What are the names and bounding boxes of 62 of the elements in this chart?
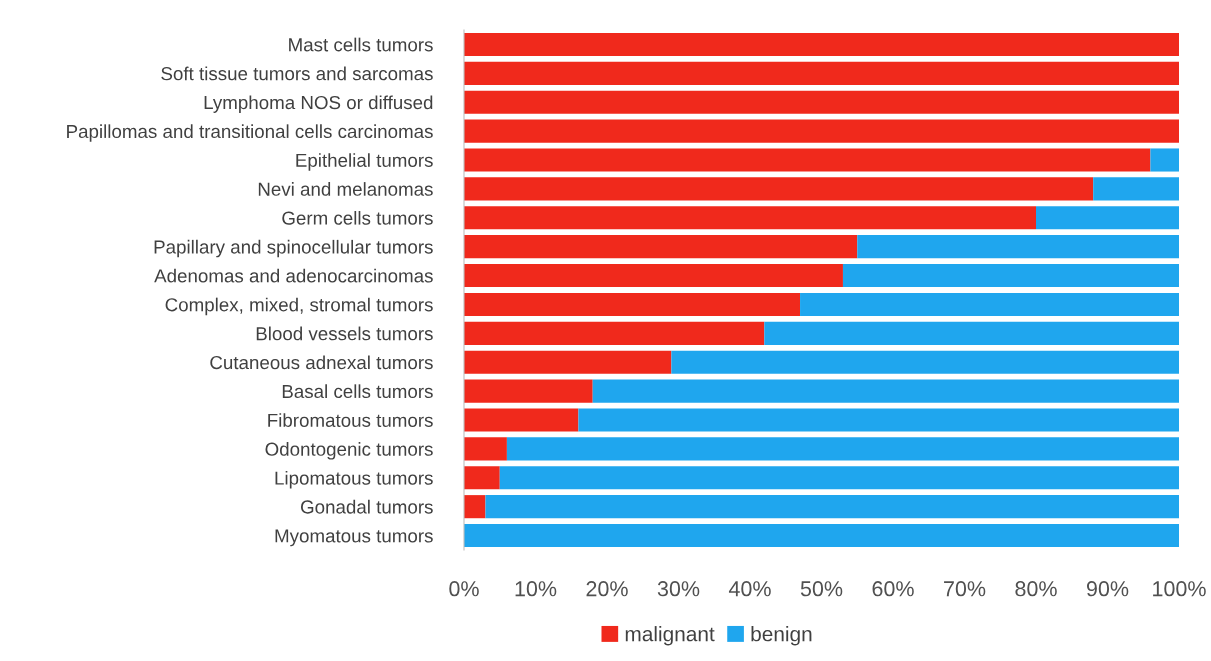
bar: [764, 321, 1179, 345]
x-tick-label: 0%: [449, 581, 479, 597]
bar: [1036, 206, 1179, 230]
bar: [499, 466, 1179, 490]
y-tick-label: Blood vessels tumors: [256, 326, 433, 341]
bar: [506, 437, 1179, 461]
bar: [464, 321, 765, 345]
y-tick-label: Lymphoma NOS or diffused: [204, 95, 433, 113]
bar: [464, 524, 1179, 548]
bar: [464, 495, 486, 519]
y-tick-label: Cutaneous adnexal tumors: [210, 355, 433, 370]
bar: [857, 235, 1179, 259]
x-tick-label: 10%: [515, 581, 557, 597]
bar: [464, 177, 1094, 201]
x-tick-label: 20%: [586, 581, 628, 597]
bar: [464, 264, 843, 288]
bar: [1150, 148, 1179, 172]
bar: [464, 466, 500, 490]
bar: [485, 495, 1179, 519]
x-tick-label: 40%: [728, 581, 771, 597]
bar: [464, 379, 593, 403]
y-tick-label: Papillary and spinocellular tumors: [154, 239, 433, 258]
y-tick-label: Basal cells tumors: [282, 384, 433, 399]
bar: [464, 292, 801, 316]
bar: [464, 61, 1179, 85]
legend-label: malignant: [625, 626, 715, 646]
y-tick-label: Fibromatous tumors: [268, 413, 433, 427]
bar: [671, 350, 1179, 374]
y-tick-label: Nevi and melanomas: [258, 182, 433, 196]
x-tick-label: 80%: [1015, 581, 1057, 597]
bar: [842, 264, 1179, 288]
bar: [578, 408, 1179, 432]
x-tick-label: 60%: [872, 581, 914, 597]
y-tick-label: Odontogenic tumors: [265, 442, 433, 460]
bar: [464, 90, 1179, 114]
bar: [464, 32, 1179, 56]
y-tick-label: Complex, mixed, stromal tumors: [165, 297, 433, 316]
y-tick-label: Myomatous tumors: [275, 529, 433, 547]
y-tick-label: Mast cells tumors: [289, 37, 433, 52]
y-tick-label: Epithelial tumors: [296, 153, 433, 171]
bar: [1093, 177, 1179, 201]
bar: [464, 235, 858, 259]
x-tick-label: 70%: [944, 581, 986, 597]
legend-label: benign: [751, 626, 812, 646]
bar: [464, 119, 1179, 143]
x-tick-label: 100%: [1153, 581, 1206, 597]
y-tick-label: Soft tissue tumors and sarcomas: [161, 66, 433, 81]
bar: [464, 148, 1151, 172]
y-tick-label: Papillomas and transitional cells carcinomas: [67, 124, 433, 142]
y-tick-label: Germ cells tumors: [282, 210, 433, 225]
bar: [464, 437, 507, 461]
bar: [592, 379, 1179, 403]
y-tick-label: Lipomatous tumors: [275, 470, 433, 489]
x-tick-label: 30%: [657, 581, 700, 597]
bar: [464, 350, 672, 374]
x-tick-label: 50%: [800, 581, 843, 597]
bar: [800, 292, 1179, 316]
x-tick-label: 90%: [1086, 581, 1129, 597]
bar: [464, 206, 1036, 230]
bar: [464, 408, 579, 432]
y-tick-label: Adenomas and adenocarcinomas: [154, 268, 433, 283]
y-tick-label: Gonadal tumors: [301, 499, 433, 514]
